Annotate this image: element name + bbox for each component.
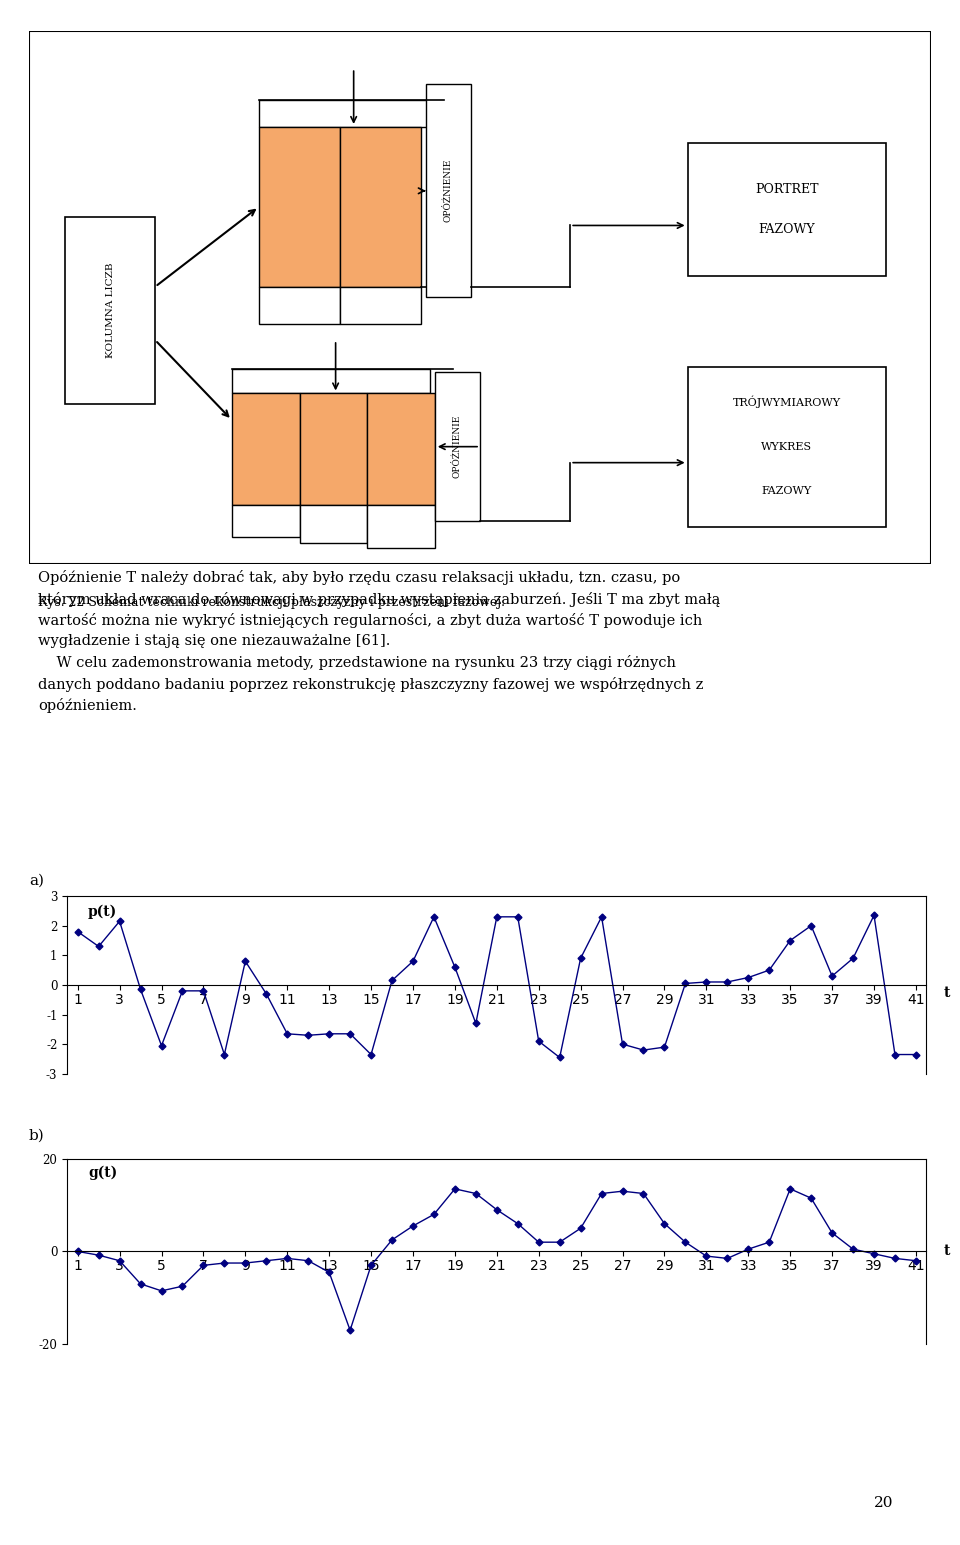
- Text: a): a): [29, 873, 44, 888]
- Bar: [687, 142, 886, 277]
- Text: Rys. 22 Schemat techniki rekonstrukcji płaszczyzny i przestrzeni fazowej.: Rys. 22 Schemat techniki rekonstrukcji p…: [37, 596, 505, 609]
- Text: OPÓŹNIENIE: OPÓŹNIENIE: [453, 416, 462, 479]
- Bar: [300, 505, 367, 542]
- Text: t: t: [945, 986, 950, 1001]
- Bar: [65, 218, 156, 403]
- Bar: [231, 369, 430, 394]
- Bar: [300, 394, 367, 505]
- Bar: [259, 100, 435, 127]
- Text: g(t): g(t): [88, 1165, 117, 1180]
- Bar: [340, 127, 421, 287]
- Bar: [231, 505, 300, 538]
- Text: WYKRES: WYKRES: [761, 442, 812, 451]
- Text: 20: 20: [874, 1496, 893, 1509]
- Bar: [259, 127, 340, 287]
- Text: PORTRET: PORTRET: [756, 182, 819, 196]
- Text: TRÓJWYMIAROWY: TRÓJWYMIAROWY: [732, 396, 841, 408]
- Text: t: t: [945, 1244, 950, 1259]
- Text: KOLUMNA LICZB: KOLUMNA LICZB: [106, 263, 114, 358]
- Bar: [426, 83, 471, 297]
- Text: FAZOWY: FAZOWY: [758, 222, 815, 236]
- Text: Opóźnienie T należy dobrać tak, aby było rzędu czasu relaksacji układu, tzn. cza: Opóźnienie T należy dobrać tak, aby było…: [38, 570, 721, 714]
- Text: FAZOWY: FAZOWY: [761, 487, 812, 496]
- Bar: [231, 394, 300, 505]
- Bar: [367, 394, 435, 505]
- Text: p(t): p(t): [88, 905, 117, 919]
- Bar: [340, 287, 421, 324]
- Bar: [435, 372, 480, 521]
- Bar: [367, 505, 435, 548]
- Text: b): b): [29, 1128, 44, 1143]
- Bar: [687, 366, 886, 527]
- Bar: [259, 287, 340, 324]
- Text: OPÓŹNIENIE: OPÓŹNIENIE: [444, 159, 453, 222]
